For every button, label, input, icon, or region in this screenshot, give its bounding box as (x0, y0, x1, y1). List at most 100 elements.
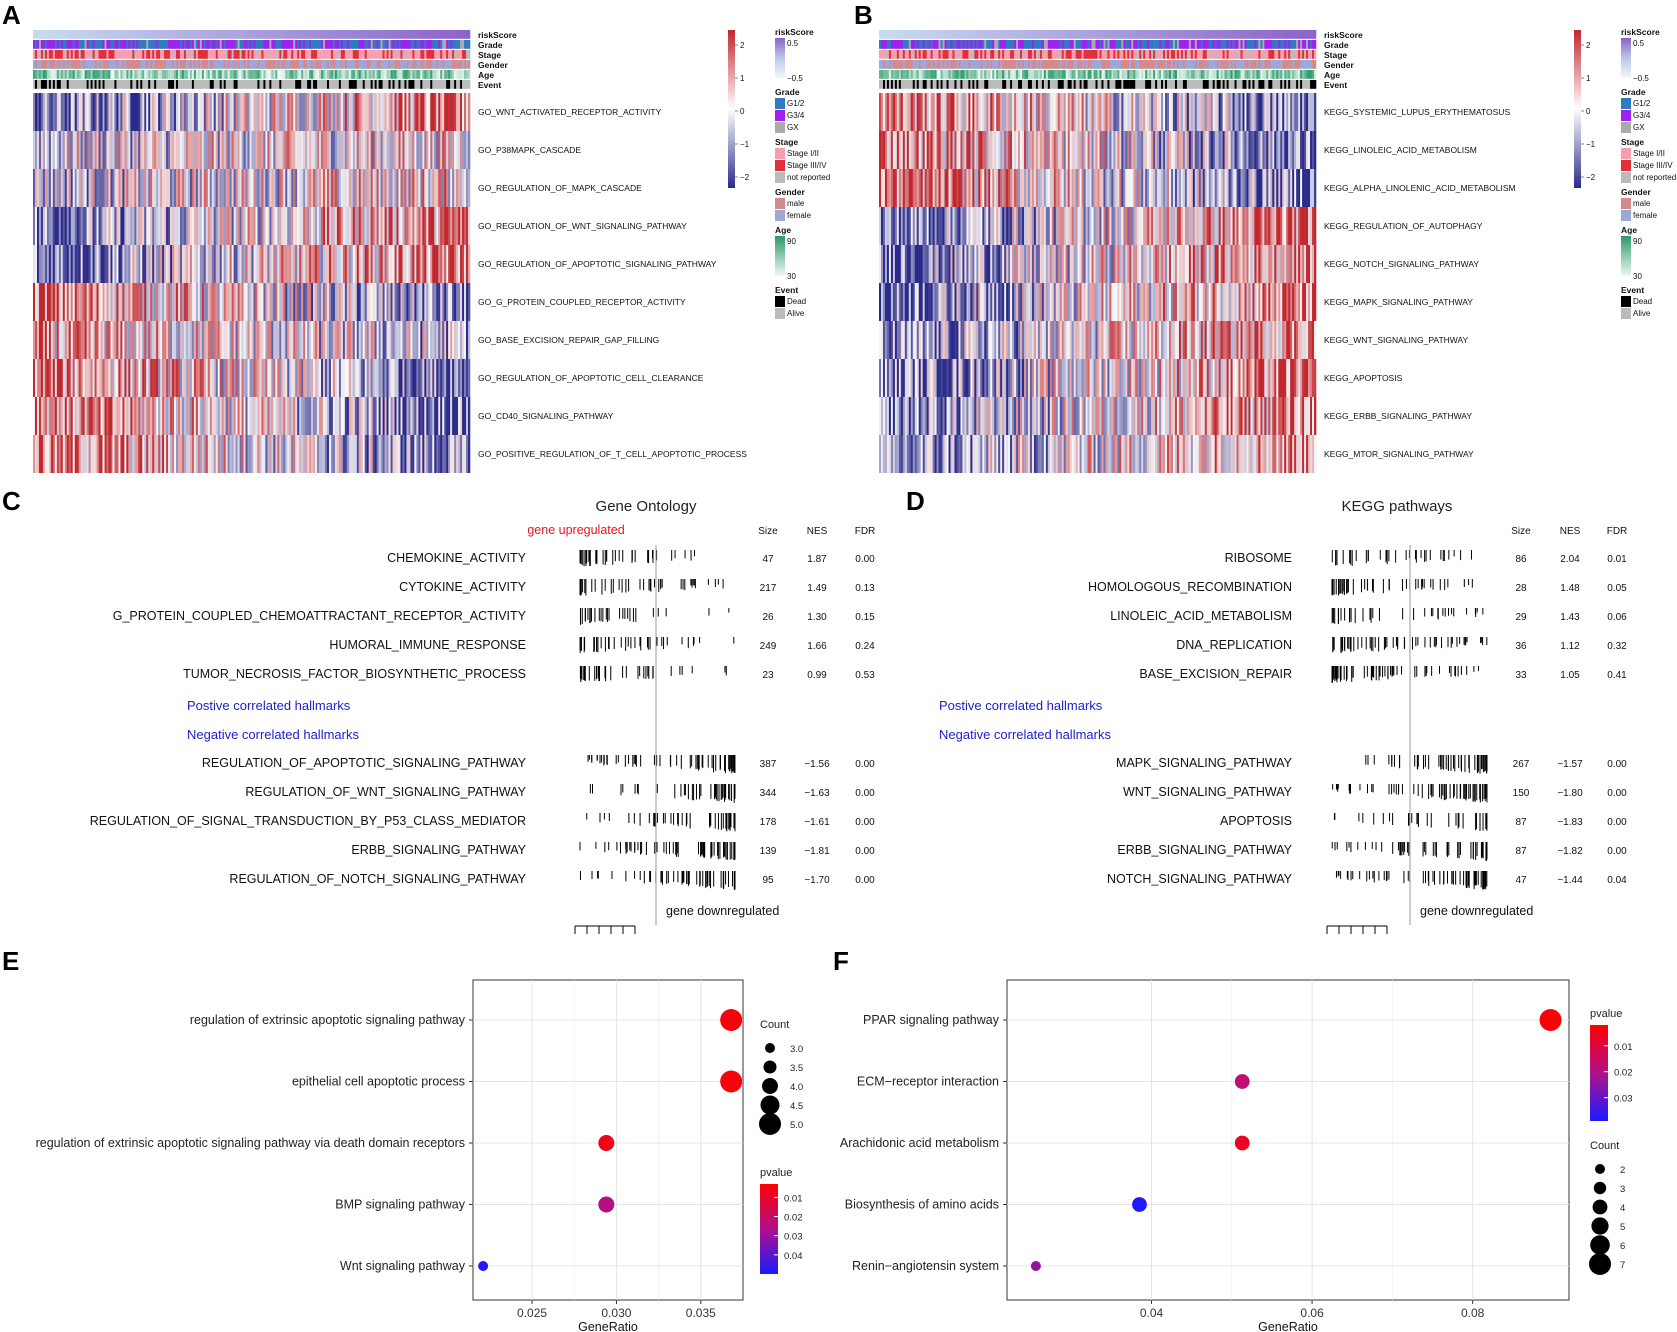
heatmap-cell (166, 359, 169, 397)
annotation-cell (1242, 70, 1245, 79)
heatmap-cell (86, 93, 89, 131)
annotation-cell (140, 50, 143, 59)
heatmap-cell (128, 131, 131, 169)
heatmap-cell (392, 93, 395, 131)
annotation-cell (1063, 70, 1067, 79)
annotation-cell (1228, 40, 1231, 49)
annotation-cell (213, 30, 217, 39)
annotation-cell (277, 40, 280, 49)
annotation-cell (1073, 70, 1076, 79)
annotation-cell (892, 50, 896, 59)
heatmap-cell (402, 93, 405, 131)
annotation-cell (942, 60, 945, 69)
heatmap-cell (394, 93, 397, 131)
annotation-cell (1296, 70, 1299, 79)
annotation-cell (1230, 80, 1233, 89)
annotation-cell (892, 40, 896, 49)
annotation-cell (62, 50, 66, 59)
annotation-cell (1055, 30, 1059, 39)
heatmap-cell (120, 245, 123, 283)
annotation-cell (1008, 50, 1011, 59)
annotation-cell (46, 30, 50, 39)
heatmap-cell (144, 93, 147, 131)
annotation-cell (930, 30, 933, 39)
heatmap-cell (239, 131, 242, 169)
annotation-cell (1008, 70, 1011, 79)
annotation-cell (74, 30, 77, 39)
annotation-cell (440, 50, 443, 59)
annotation-cell (279, 40, 282, 49)
heatmap-cell (406, 169, 409, 207)
annotation-cell (370, 30, 373, 39)
heatmap-cell (60, 321, 64, 359)
heatmap-cell (336, 359, 340, 397)
heatmap-cell (370, 359, 373, 397)
annotation-cell (1157, 60, 1160, 69)
heatmap-cell (404, 93, 407, 131)
annotation-cell (1141, 80, 1144, 89)
heatmap-cell (217, 283, 221, 321)
annotation-cell (1119, 70, 1122, 79)
annotation-cell (448, 40, 451, 49)
annotation-cell (271, 60, 274, 69)
annotation-cell (930, 80, 933, 89)
heatmap-cell (922, 93, 925, 131)
annotation-cell (458, 70, 461, 79)
annotation-cell (438, 70, 441, 79)
heatmap-cell (446, 321, 449, 359)
heatmap-cell (319, 131, 322, 169)
annotation-cell (324, 30, 328, 39)
annotation-cell (287, 70, 290, 79)
heatmap-cell (376, 93, 379, 131)
heatmap-cell (66, 131, 70, 169)
annotation-cell (956, 30, 959, 39)
heatmap-cell (350, 207, 354, 245)
annotation-cell (400, 50, 403, 59)
annotation-cell (380, 50, 383, 59)
annotation-cell (920, 50, 923, 59)
heatmap-cell (390, 169, 393, 207)
annotation-cell (402, 40, 405, 49)
annotation-cell (1018, 30, 1021, 39)
annotation-cell (916, 50, 920, 59)
annotation-cell (936, 60, 939, 69)
heatmap-cell (265, 435, 268, 473)
heatmap-cell (132, 93, 135, 131)
annotation-cell (1137, 70, 1140, 79)
annotation-cell (1252, 70, 1255, 79)
annotation-cell (1083, 60, 1086, 69)
heatmap-cell (257, 207, 260, 245)
annotation-cell (104, 60, 107, 69)
annotation-cell (978, 60, 981, 69)
heatmap-cell (223, 207, 226, 245)
annotation-cell (1230, 70, 1233, 79)
heatmap-cell (410, 359, 413, 397)
heatmap-cell (128, 321, 131, 359)
annotation-cell (172, 30, 175, 39)
heatmap-cell (50, 131, 54, 169)
annotation-cell (420, 70, 423, 79)
annotation-cell (1260, 40, 1263, 49)
heatmap-cell (267, 169, 270, 207)
heatmap-row-label: GO_G_PROTEIN_COUPLED_RECEPTOR_ACTIVITY (478, 297, 686, 307)
heatmap-cell (174, 245, 177, 283)
heatmap-cell (334, 169, 338, 207)
heatmap-cell (430, 435, 433, 473)
annotation-cell (1294, 60, 1297, 69)
annotation-cell (271, 70, 274, 79)
heatmap-cell (344, 245, 348, 283)
heatmap-cell (58, 245, 62, 283)
annotation-cell (317, 80, 320, 89)
annotation-cell (146, 60, 149, 69)
annotation-cell (1141, 50, 1144, 59)
heatmap-cell (406, 207, 409, 245)
heatmap-cell (319, 321, 322, 359)
annotation-cell (257, 50, 260, 59)
annotation-cell (1306, 40, 1309, 49)
annotation-cell (1266, 30, 1269, 39)
annotation-cell (1234, 30, 1237, 39)
heatmap-cell (267, 93, 270, 131)
annotation-cell (1312, 30, 1315, 39)
annotation-cell (326, 30, 330, 39)
